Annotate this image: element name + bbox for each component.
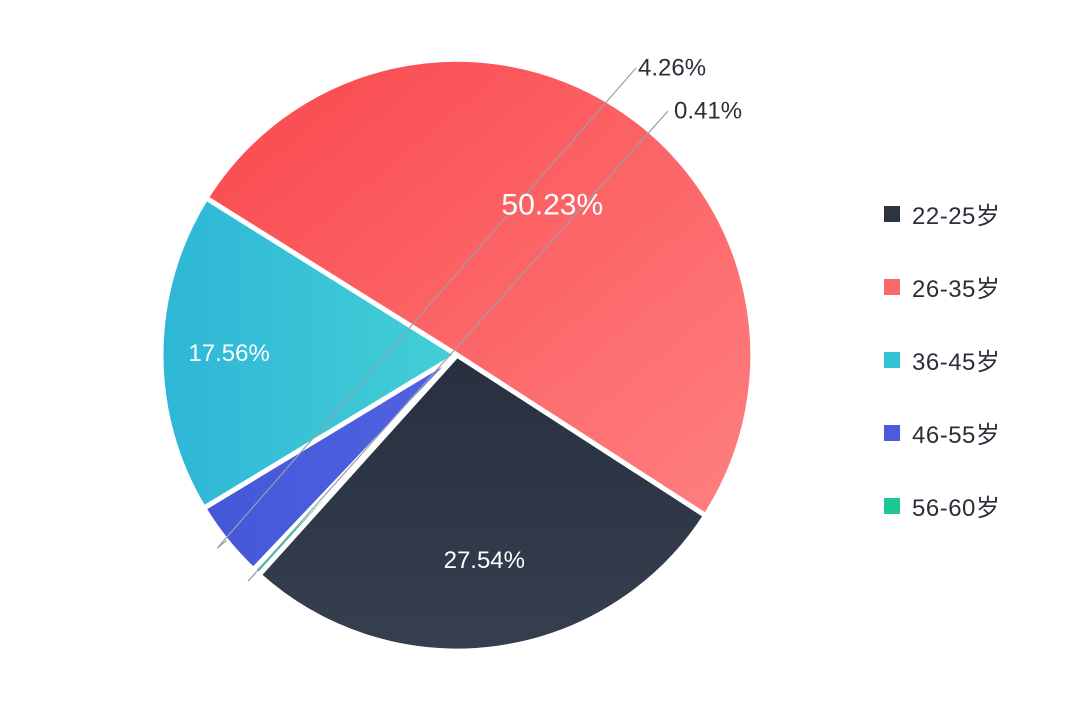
legend-swatch-icon xyxy=(884,497,900,514)
legend-item-46-55[interactable]: 46-55岁 xyxy=(884,414,1064,451)
legend-label: 36-45岁 xyxy=(912,349,1001,376)
legend-label: 46-55岁 xyxy=(912,422,1001,449)
slice-value-label: 50.23% xyxy=(501,189,603,222)
legend-item-22-25[interactable]: 22-25岁 xyxy=(884,195,1064,232)
leader-line xyxy=(216,67,637,549)
legend-label: 26-35岁 xyxy=(912,276,1001,303)
slice-value-label: 4.26% xyxy=(638,55,706,82)
legend-swatch-icon xyxy=(884,424,900,441)
legend-item-36-45[interactable]: 36-45岁 xyxy=(884,341,1064,378)
legend-label: 56-60岁 xyxy=(912,495,1001,522)
slice-value-label: 0.41% xyxy=(674,98,742,125)
legend-swatch-icon xyxy=(884,278,900,295)
legend-label: 22-25岁 xyxy=(912,203,1001,230)
slice-36-45[interactable] xyxy=(158,195,460,511)
slice-26-35[interactable] xyxy=(203,56,756,519)
legend-item-56-60[interactable]: 56-60岁 xyxy=(884,487,1064,524)
legend-swatch-icon xyxy=(884,205,900,222)
chart-legend: 22-25岁 26-35岁 36-45岁 46-55岁 56-60岁 xyxy=(884,195,1064,560)
legend-item-26-35[interactable]: 26-35岁 xyxy=(884,268,1064,305)
slice-value-label: 17.56% xyxy=(188,340,269,367)
slice-22-25[interactable] xyxy=(256,352,709,654)
legend-swatch-icon xyxy=(884,351,900,368)
leader-line xyxy=(247,110,669,582)
slice-value-label: 27.54% xyxy=(444,547,525,574)
